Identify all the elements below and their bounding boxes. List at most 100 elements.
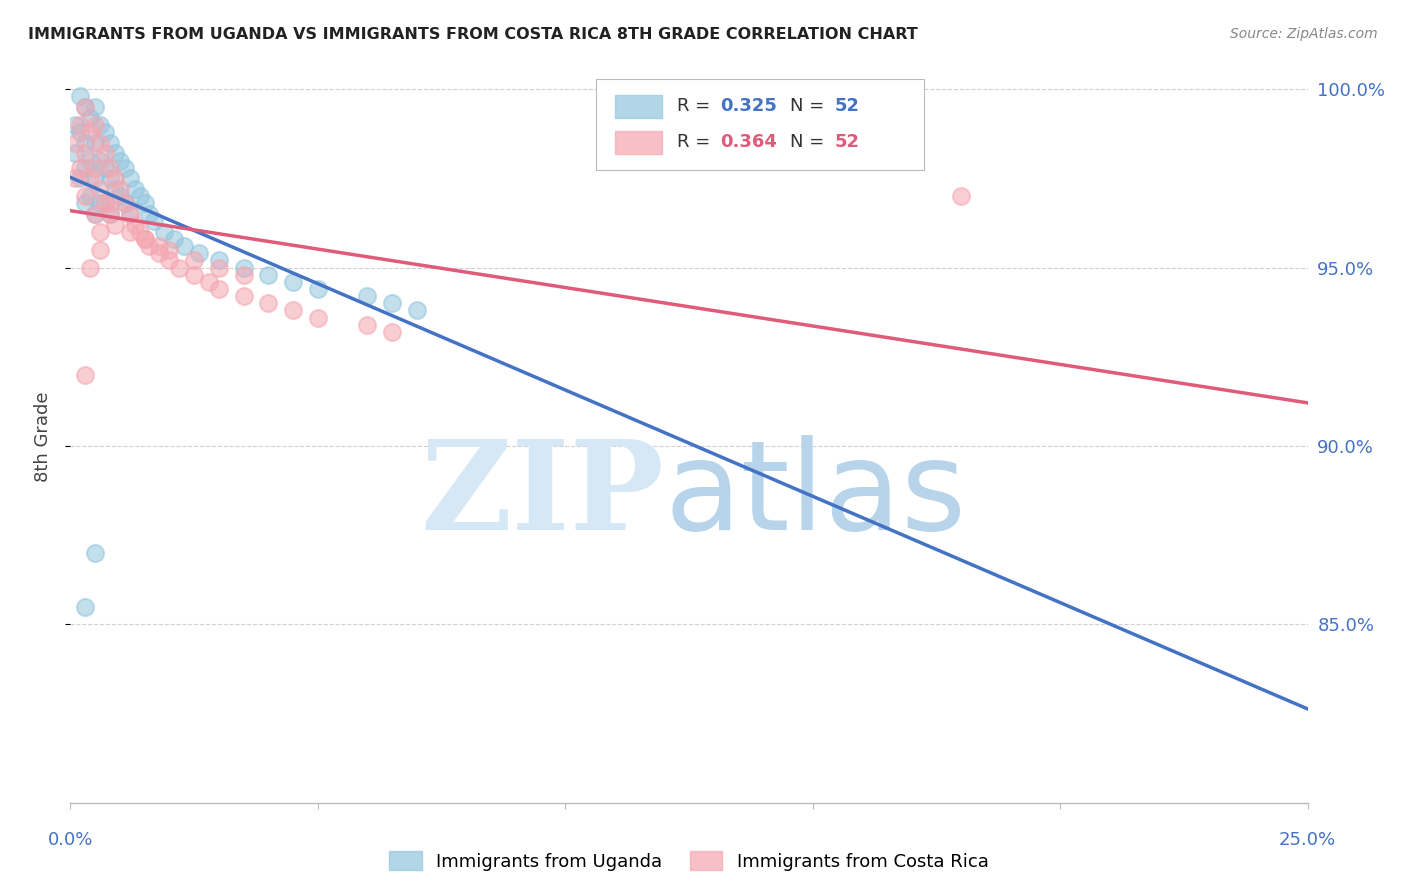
Point	[950, 189, 973, 203]
Point	[79, 125, 101, 139]
Point	[94, 196, 117, 211]
Point	[198, 275, 221, 289]
Point	[94, 125, 117, 139]
Point	[104, 182, 127, 196]
Point	[134, 232, 156, 246]
Point	[128, 189, 150, 203]
Point	[208, 260, 231, 275]
Point	[138, 239, 160, 253]
Text: IMMIGRANTS FROM UGANDA VS IMMIGRANTS FROM COSTA RICA 8TH GRADE CORRELATION CHART: IMMIGRANTS FROM UGANDA VS IMMIGRANTS FRO…	[28, 27, 918, 42]
FancyBboxPatch shape	[596, 78, 924, 170]
Point	[257, 296, 280, 310]
Point	[134, 232, 156, 246]
Point	[65, 118, 87, 132]
Point	[108, 189, 131, 203]
Point	[167, 260, 190, 275]
Point	[94, 146, 117, 161]
Point	[98, 161, 121, 175]
Point	[84, 207, 107, 221]
Point	[98, 196, 121, 211]
Point	[98, 136, 121, 150]
Point	[138, 207, 160, 221]
Point	[75, 100, 97, 114]
Point	[183, 253, 205, 268]
Point	[124, 218, 146, 232]
Point	[118, 225, 141, 239]
Point	[281, 303, 304, 318]
Point	[118, 207, 141, 221]
Point	[307, 282, 329, 296]
Point	[153, 225, 176, 239]
Point	[257, 268, 280, 282]
Point	[405, 303, 427, 318]
Point	[75, 196, 97, 211]
Point	[89, 136, 111, 150]
Point	[148, 246, 170, 260]
Point	[128, 225, 150, 239]
Point	[98, 207, 121, 221]
Point	[84, 546, 107, 560]
Point	[356, 318, 378, 332]
Point	[84, 171, 107, 186]
Point	[98, 171, 121, 186]
FancyBboxPatch shape	[614, 130, 662, 154]
Point	[75, 368, 97, 382]
Point	[356, 289, 378, 303]
Point	[79, 260, 101, 275]
Point	[148, 239, 170, 253]
Point	[89, 196, 111, 211]
Point	[75, 100, 97, 114]
Point	[79, 111, 101, 125]
Point	[108, 182, 131, 196]
Text: 0.325: 0.325	[720, 97, 776, 115]
Point	[79, 171, 101, 186]
Point	[65, 136, 87, 150]
Point	[114, 161, 136, 175]
Point	[75, 189, 97, 203]
Y-axis label: 8th Grade: 8th Grade	[34, 392, 52, 483]
Point	[79, 153, 101, 168]
Text: 52: 52	[835, 133, 860, 152]
Text: atlas: atlas	[664, 435, 966, 556]
Text: 52: 52	[835, 97, 860, 115]
Point	[208, 253, 231, 268]
Text: 25.0%: 25.0%	[1279, 831, 1336, 849]
Point	[84, 161, 107, 175]
Point	[75, 136, 97, 150]
Text: N =: N =	[790, 97, 831, 115]
Point	[281, 275, 304, 289]
Point	[157, 243, 180, 257]
Point	[188, 246, 211, 260]
Point	[69, 125, 91, 139]
Point	[69, 89, 91, 103]
Point	[381, 296, 404, 310]
Text: N =: N =	[790, 133, 831, 152]
Point	[108, 153, 131, 168]
Point	[124, 182, 146, 196]
Point	[118, 171, 141, 186]
Point	[163, 232, 186, 246]
Text: Source: ZipAtlas.com: Source: ZipAtlas.com	[1230, 27, 1378, 41]
Text: R =: R =	[676, 97, 716, 115]
Point	[208, 282, 231, 296]
FancyBboxPatch shape	[614, 95, 662, 118]
Point	[114, 196, 136, 211]
Point	[183, 268, 205, 282]
Point	[94, 161, 117, 175]
Point	[114, 196, 136, 211]
Point	[75, 599, 97, 614]
Text: ZIP: ZIP	[420, 435, 664, 556]
Point	[232, 260, 254, 275]
Point	[173, 239, 195, 253]
Point	[89, 182, 111, 196]
Point	[143, 214, 166, 228]
Point	[104, 171, 127, 186]
Point	[69, 118, 91, 132]
Text: 0.0%: 0.0%	[48, 831, 93, 849]
Legend: Immigrants from Uganda, Immigrants from Costa Rica: Immigrants from Uganda, Immigrants from …	[382, 844, 995, 878]
Point	[75, 146, 97, 161]
Point	[232, 289, 254, 303]
Point	[98, 207, 121, 221]
Point	[381, 325, 404, 339]
Point	[69, 161, 91, 175]
